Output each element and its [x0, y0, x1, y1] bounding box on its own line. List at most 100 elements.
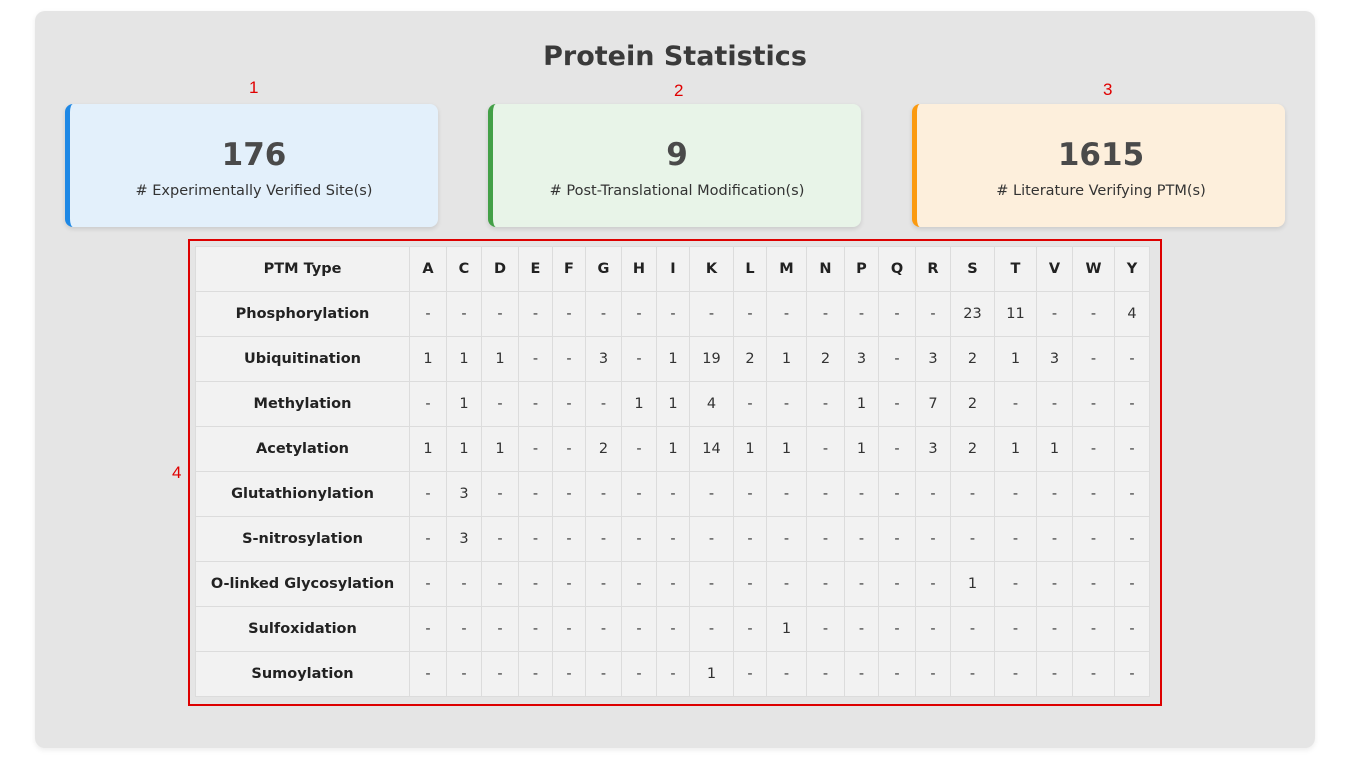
- site-count-cell: 11: [994, 291, 1037, 337]
- ptm-type-cell: Glutathionylation: [195, 471, 410, 517]
- site-count-cell: 3: [915, 426, 951, 472]
- site-count-cell: -: [1072, 336, 1115, 382]
- verified-sites-label: # Experimentally Verified Site(s): [135, 183, 373, 199]
- site-count-cell: -: [1114, 426, 1150, 472]
- site-count-cell: -: [656, 291, 690, 337]
- site-count-cell: -: [585, 471, 622, 517]
- site-count-cell: 3: [915, 336, 951, 382]
- column-header-a: A: [409, 246, 447, 292]
- site-count-cell: -: [994, 606, 1037, 652]
- site-count-cell: -: [878, 516, 916, 562]
- site-count-cell: -: [878, 651, 916, 697]
- site-count-cell: 1: [446, 336, 482, 382]
- site-count-cell: -: [656, 471, 690, 517]
- site-count-cell: -: [1072, 606, 1115, 652]
- site-count-cell: 1: [844, 426, 879, 472]
- site-count-cell: -: [878, 336, 916, 382]
- site-count-cell: -: [621, 516, 657, 562]
- site-count-cell: -: [621, 471, 657, 517]
- site-count-cell: -: [621, 336, 657, 382]
- site-count-cell: -: [409, 516, 447, 562]
- site-count-cell: 1: [844, 381, 879, 427]
- site-count-cell: -: [689, 291, 734, 337]
- site-count-cell: 1: [689, 651, 734, 697]
- site-count-cell: 1: [481, 426, 519, 472]
- ptm-card: 9 # Post-Translational Modification(s): [488, 104, 861, 227]
- site-count-cell: -: [1114, 336, 1150, 382]
- site-count-cell: -: [1072, 516, 1115, 562]
- marker-3: 3: [1103, 80, 1113, 99]
- site-count-cell: -: [552, 606, 586, 652]
- column-header-r: R: [915, 246, 951, 292]
- site-count-cell: 3: [446, 471, 482, 517]
- site-count-cell: -: [915, 606, 951, 652]
- site-count-cell: 2: [585, 426, 622, 472]
- site-count-cell: 1: [446, 381, 482, 427]
- site-count-cell: 1: [656, 336, 690, 382]
- ptm-type-cell: Sumoylation: [195, 651, 410, 697]
- site-count-cell: -: [689, 471, 734, 517]
- site-count-cell: 1: [733, 426, 767, 472]
- site-count-cell: -: [950, 471, 995, 517]
- site-count-cell: -: [552, 651, 586, 697]
- ptm-type-cell: O-linked Glycosylation: [195, 561, 410, 607]
- site-count-cell: -: [518, 561, 553, 607]
- site-count-cell: -: [1114, 471, 1150, 517]
- column-header-h: H: [621, 246, 657, 292]
- site-count-cell: -: [844, 471, 879, 517]
- verified-sites-card: 176 # Experimentally Verified Site(s): [65, 104, 438, 227]
- ptm-type-cell: Acetylation: [195, 426, 410, 472]
- site-count-cell: 1: [950, 561, 995, 607]
- site-count-cell: 1: [766, 606, 807, 652]
- site-count-cell: -: [409, 471, 447, 517]
- site-count-cell: -: [878, 561, 916, 607]
- table-row: Acetylation 1 1 1- -2-1 14 1 1-1-3 2 1 1- -: [195, 426, 1150, 472]
- table-row: Phosphorylation - - - - - - - - - - - - - - -23 11- -4: [195, 291, 1150, 337]
- site-count-cell: -: [409, 291, 447, 337]
- site-count-cell: -: [621, 651, 657, 697]
- site-count-cell: 1: [446, 426, 482, 472]
- site-count-cell: 19: [689, 336, 734, 382]
- site-count-cell: 23: [950, 291, 995, 337]
- site-count-cell: -: [806, 516, 845, 562]
- site-count-cell: -: [552, 471, 586, 517]
- site-count-cell: -: [552, 291, 586, 337]
- site-count-cell: -: [1036, 651, 1073, 697]
- site-count-cell: -: [878, 381, 916, 427]
- site-count-cell: -: [585, 561, 622, 607]
- site-count-cell: -: [621, 291, 657, 337]
- site-count-cell: -: [446, 606, 482, 652]
- site-count-cell: -: [766, 651, 807, 697]
- site-count-cell: -: [844, 606, 879, 652]
- site-count-cell: -: [950, 606, 995, 652]
- ptm-type-cell: Phosphorylation: [195, 291, 410, 337]
- site-count-cell: -: [689, 606, 734, 652]
- site-count-cell: -: [1114, 651, 1150, 697]
- site-count-cell: -: [481, 651, 519, 697]
- site-count-cell: -: [621, 606, 657, 652]
- site-count-cell: -: [994, 381, 1037, 427]
- ptm-type-cell: Ubiquitination: [195, 336, 410, 382]
- site-count-cell: -: [481, 606, 519, 652]
- table-row: O-linked Glycosylation - - - - - - - - - - - - - - -1- -…: [195, 561, 1150, 607]
- site-count-cell: -: [994, 651, 1037, 697]
- site-count-cell: -: [1072, 291, 1115, 337]
- site-count-cell: -: [656, 516, 690, 562]
- site-count-cell: -: [806, 291, 845, 337]
- site-count-cell: -: [621, 426, 657, 472]
- site-count-cell: -: [950, 516, 995, 562]
- site-count-cell: -: [878, 426, 916, 472]
- site-count-cell: 2: [950, 381, 995, 427]
- site-count-cell: -: [733, 651, 767, 697]
- site-count-cell: -: [585, 381, 622, 427]
- ptm-type-cell: S-nitrosylation: [195, 516, 410, 562]
- literature-label: # Literature Verifying PTM(s): [996, 183, 1206, 199]
- column-header-q: Q: [878, 246, 916, 292]
- site-count-cell: -: [733, 561, 767, 607]
- column-header-y: Y: [1114, 246, 1150, 292]
- site-count-cell: -: [844, 291, 879, 337]
- site-count-cell: 1: [656, 381, 690, 427]
- column-header-k: K: [689, 246, 734, 292]
- site-count-cell: 1: [766, 426, 807, 472]
- site-count-cell: -: [409, 606, 447, 652]
